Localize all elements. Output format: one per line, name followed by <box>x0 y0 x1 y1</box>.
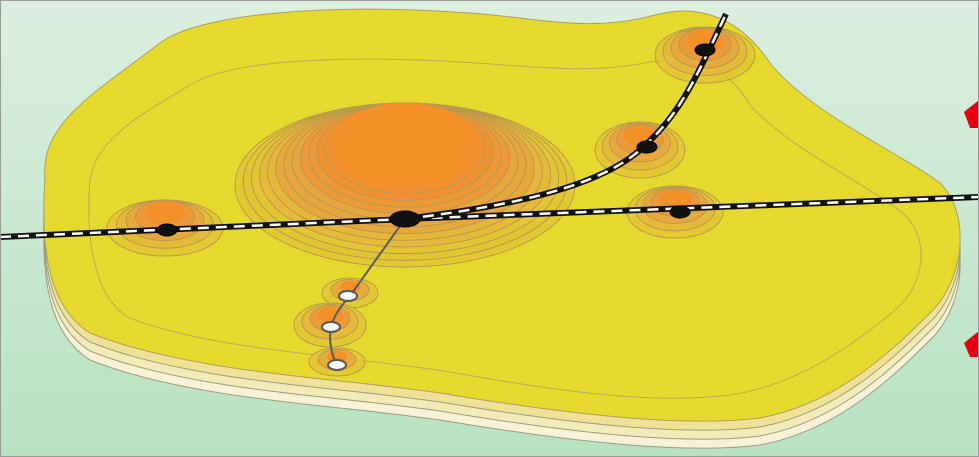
settlement-nodes <box>156 43 716 371</box>
town-node <box>669 205 691 219</box>
village-node <box>321 321 341 333</box>
town-node <box>694 43 716 57</box>
hills <box>106 26 756 377</box>
arrow-icon <box>964 100 979 128</box>
central-city-node <box>389 210 421 228</box>
hill-peak <box>145 201 185 225</box>
hill-peak <box>318 307 342 323</box>
village-node <box>338 290 358 302</box>
village-node <box>327 359 347 371</box>
central-mountain <box>234 102 576 268</box>
hill-south-2 <box>293 302 367 348</box>
town-node <box>636 140 658 154</box>
branch-railway-northeast-dash <box>404 13 728 221</box>
hill-peak <box>333 103 477 187</box>
arrows <box>964 100 979 357</box>
hill-peak <box>659 189 691 209</box>
town-node <box>156 223 178 237</box>
road-south <box>328 218 406 367</box>
arrow-icon <box>964 331 979 357</box>
